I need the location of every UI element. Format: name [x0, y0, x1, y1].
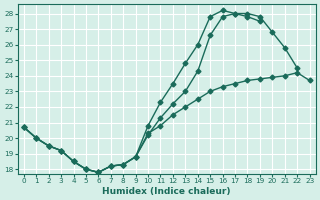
X-axis label: Humidex (Indice chaleur): Humidex (Indice chaleur) — [102, 187, 231, 196]
